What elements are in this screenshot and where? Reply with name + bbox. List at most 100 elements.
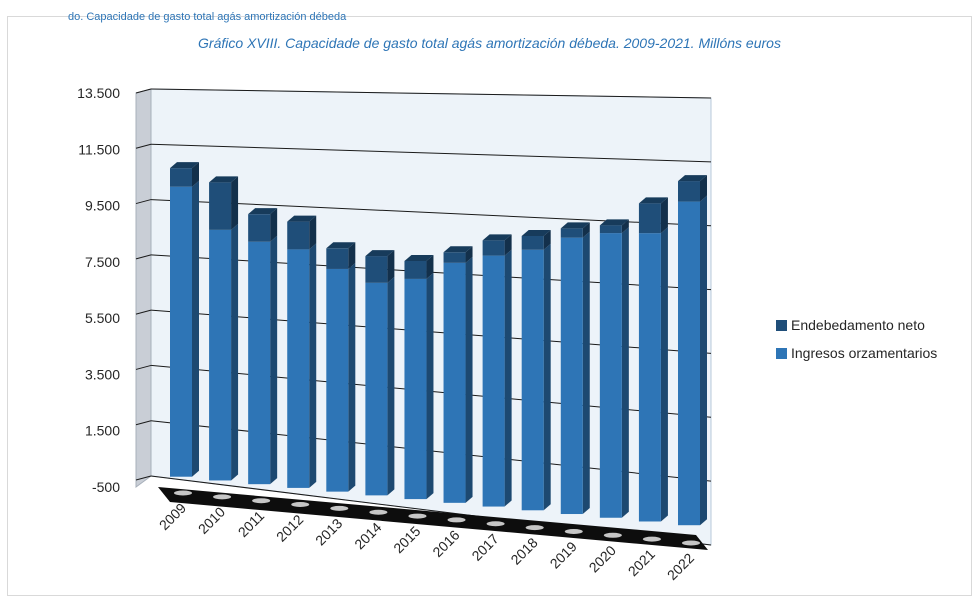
bar-ingresos — [287, 249, 310, 488]
gridline-side — [135, 88, 152, 94]
bar-ingresos-side — [582, 231, 590, 515]
gridline-side — [135, 364, 152, 370]
bar-endebedamento-side — [660, 197, 668, 234]
bar-ingresos-side — [465, 256, 473, 503]
bar-top — [482, 234, 512, 241]
bar-endebedamento — [638, 203, 661, 234]
bar-endebedamento-side — [387, 250, 395, 283]
bar-endebedamento — [326, 248, 349, 269]
bar-ingresos-side — [543, 243, 551, 511]
floor-marker — [447, 517, 466, 523]
bar-ingresos — [521, 249, 544, 511]
bar-endebedamento-side — [270, 208, 278, 242]
bar-top — [521, 229, 551, 236]
x-tick-label: 2013 — [312, 515, 345, 548]
bar-ingresos — [170, 186, 192, 477]
bar-top — [365, 250, 395, 257]
bar-ingresos — [599, 233, 622, 518]
bar-ingresos — [248, 241, 271, 485]
bar-top — [678, 175, 707, 182]
gridline-side — [135, 143, 152, 149]
floor-marker — [642, 536, 661, 542]
bar-endebedamento-side — [231, 176, 239, 230]
bar-top — [560, 222, 590, 229]
bar-endebedamento — [443, 252, 466, 263]
bar-ingresos — [482, 255, 505, 507]
y-tick-label: -500 — [92, 479, 120, 495]
bar-ingresos-side — [348, 262, 356, 492]
gridline — [150, 143, 712, 163]
floor-marker — [174, 490, 192, 496]
y-tick-label: 3.500 — [85, 366, 120, 382]
floor-marker — [213, 494, 232, 500]
x-tick-label: 2012 — [273, 511, 306, 544]
bar-top — [287, 215, 317, 222]
x-tick-label: 2015 — [390, 523, 423, 556]
x-tick-label: 2021 — [625, 546, 658, 579]
floor-marker — [603, 532, 622, 538]
floor-marker — [291, 502, 310, 508]
bar-endebedamento — [287, 221, 310, 250]
bar-ingresos — [365, 282, 388, 496]
legend-swatch-endebedamento — [776, 319, 787, 331]
bar-top — [638, 197, 668, 204]
bar-endebedamento — [560, 228, 583, 238]
floor-marker — [486, 521, 505, 527]
bar-ingresos-side — [270, 235, 278, 485]
x-tick-label: 2019 — [547, 538, 580, 571]
bar-top — [599, 219, 629, 226]
bar-endebedamento — [365, 256, 388, 283]
floor-marker — [682, 540, 700, 546]
bar-endebedamento — [482, 240, 505, 256]
bar-endebedamento — [521, 235, 544, 250]
bar-ingresos-side — [621, 227, 629, 518]
x-tick-label: 2011 — [235, 507, 268, 540]
gridline-side — [135, 475, 152, 481]
bar-endebedamento-side — [543, 229, 551, 250]
bar-ingresos — [404, 278, 427, 500]
bar-endebedamento — [404, 260, 427, 279]
bar-ingresos — [209, 229, 232, 481]
bar-ingresos — [443, 262, 466, 503]
bar-ingresos-side — [504, 249, 512, 507]
floor-marker — [408, 513, 427, 519]
y-tick-label: 5.500 — [85, 310, 120, 326]
x-tick-label: 2016 — [429, 527, 462, 560]
x-tick-label: 2022 — [664, 550, 697, 583]
floor-marker — [330, 505, 349, 511]
y-tick-label: 13.500 — [77, 85, 120, 101]
legend-item-ingresos: Ingresos orzamentarios — [776, 345, 937, 361]
chart-plot: 13.500 11.500 9.500 7.500 5.500 3.500 1.500 -50… — [77, 85, 712, 583]
bar-ingresos-side — [700, 195, 707, 526]
x-tick-label: 2017 — [468, 530, 501, 563]
bar-endebedamento — [678, 181, 700, 202]
bar-top — [326, 242, 356, 249]
bar-endebedamento-side — [700, 175, 707, 202]
bar-ingresos-side — [309, 243, 317, 488]
x-tick-label: 2018 — [507, 534, 540, 567]
bar-ingresos-side — [231, 223, 239, 481]
bar-ingresos-side — [192, 180, 199, 477]
bar-ingresos — [560, 237, 583, 515]
x-tick-label: 2009 — [156, 500, 189, 533]
bar-ingresos — [678, 201, 700, 526]
floor-marker — [525, 525, 544, 531]
bar-ingresos — [326, 268, 349, 492]
bar-ingresos-side — [660, 227, 668, 522]
bar-endebedamento-side — [426, 254, 434, 279]
legend-swatch-ingresos — [776, 347, 787, 359]
floor-marker — [252, 498, 271, 504]
bar-top — [248, 208, 278, 215]
bar-endebedamento — [599, 225, 622, 234]
side-wall — [135, 88, 152, 488]
gridline-side — [135, 199, 152, 205]
legend-label-endebedamento: Endebedamento neto — [791, 317, 925, 333]
y-tick-label: 11.500 — [78, 141, 120, 157]
legend-item-endebedamento: Endebedamento neto — [776, 317, 937, 333]
floor-marker — [564, 528, 583, 534]
legend-label-ingresos: Ingresos orzamentarios — [791, 345, 938, 361]
bar-endebedamento-side — [348, 242, 356, 269]
gridline-side — [135, 254, 152, 260]
bar-ingresos — [638, 233, 661, 522]
bar-top — [443, 246, 473, 253]
